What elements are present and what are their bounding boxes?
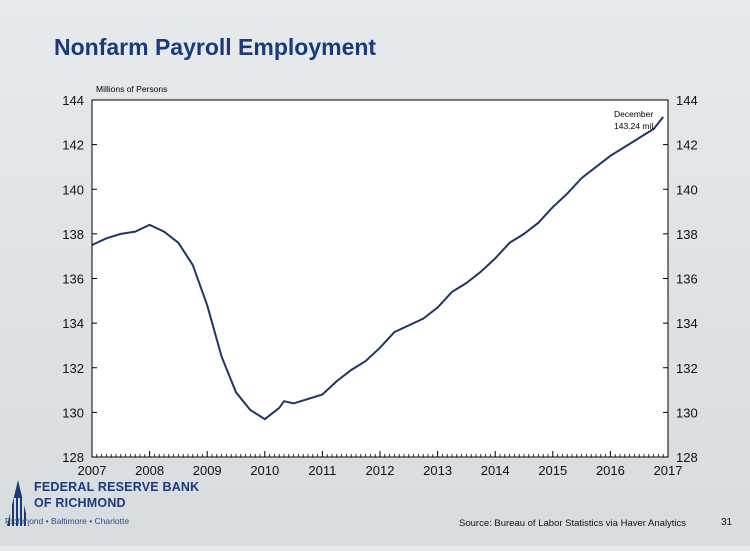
x-tick-label: 2016 <box>596 463 625 478</box>
y-tick-label-right: 138 <box>676 227 698 242</box>
plot-frame <box>91 99 669 458</box>
y-tick-label-left: 134 <box>62 316 84 331</box>
logo-emblem-icon <box>7 480 29 526</box>
x-tick-label: 2009 <box>193 463 222 478</box>
x-tick-label: 2011 <box>308 463 336 478</box>
logo-line2: OF RICHMOND <box>34 496 126 510</box>
x-tick-label: 2014 <box>481 463 510 478</box>
y-axis-right-labels: 128 130 132 134 136 138 140 142 144 <box>676 93 698 465</box>
y-tick-label-left: 142 <box>62 138 84 153</box>
y-tick-label-left: 140 <box>62 182 84 197</box>
y-tick-label-right: 130 <box>676 405 698 420</box>
x-tick-label: 2015 <box>538 463 567 478</box>
y-tick-label-right: 142 <box>676 138 698 153</box>
plot-background <box>92 100 668 457</box>
y-tick-label-right: 144 <box>676 93 698 108</box>
y-axis-left-labels: 128 130 132 134 136 138 140 142 144 <box>62 93 84 465</box>
y-tick-label-left: 128 <box>62 450 84 465</box>
logo-line1: FEDERAL RESERVE BANK <box>34 480 200 494</box>
x-axis-labels: 2007 2008 2009 2010 2011 2012 2013 2014 2015 2016… <box>78 463 683 478</box>
fed-richmond-logo: FEDERAL RESERVE BANK OF RICHMOND Richmon… <box>5 472 205 542</box>
x-tick-label: 2013 <box>423 463 452 478</box>
y-tick-label-right: 128 <box>676 450 698 465</box>
x-tick-label: 2007 <box>78 463 107 478</box>
y-tick-label-left: 136 <box>62 272 84 287</box>
logo-line3: Richmond • Baltimore • Charlotte <box>5 516 130 526</box>
y-tick-label-left: 138 <box>62 227 84 242</box>
y-tick-label-left: 144 <box>62 93 84 108</box>
y-tick-label-right: 134 <box>676 316 698 331</box>
page-number: 31 <box>721 517 733 528</box>
annotation-line1: December <box>614 109 653 119</box>
x-tick-label: 2017 <box>654 463 683 478</box>
y-tick-label-right: 140 <box>676 182 698 197</box>
x-tick-label: 2010 <box>250 463 279 478</box>
source-note: Source: Bureau of Labor Statistics via H… <box>459 518 687 529</box>
y-axis-title: Millions of Persons <box>96 84 167 94</box>
x-tick-label: 2008 <box>135 463 164 478</box>
y-tick-label-right: 132 <box>676 361 698 376</box>
page-title: Nonfarm Payroll Employment <box>54 34 377 60</box>
series-line <box>91 116 664 421</box>
annotation-line2: 143.24 mil. <box>614 121 656 131</box>
y-tick-label-left: 130 <box>62 405 84 420</box>
x-tick-label: 2012 <box>366 463 395 478</box>
y-tick-label-right: 136 <box>676 272 698 287</box>
y-tick-label-left: 132 <box>62 361 84 376</box>
